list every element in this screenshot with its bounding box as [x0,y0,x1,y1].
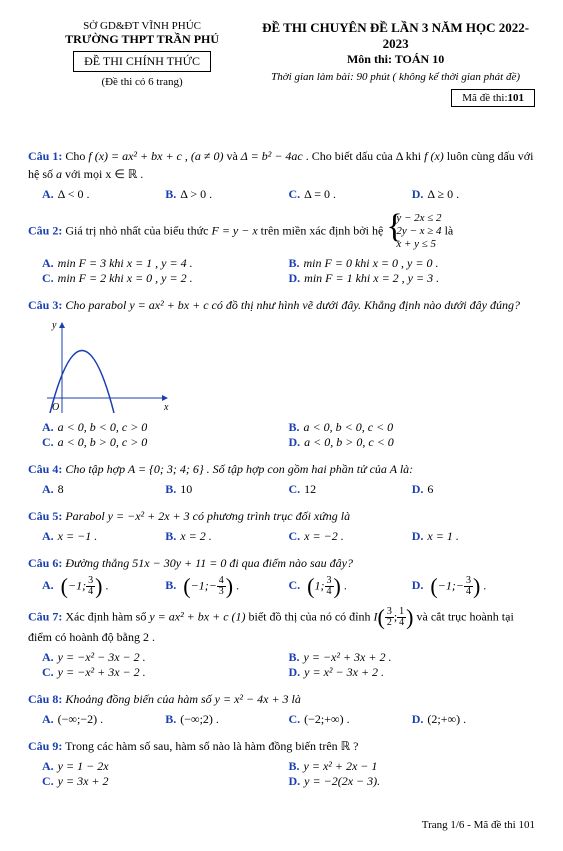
page-count: (Đề thi có 6 trang) [28,76,256,88]
q4-opt-a: A.8 [42,482,165,497]
exam-code-label: Mã đề thi: [462,92,507,104]
q5-opt-a: A.x = −1 . [42,529,165,544]
svg-text:x: x [163,402,169,413]
exam-code: 101 [508,92,525,104]
q3-options: A.a < 0, b < 0, c > 0 B.a < 0, b < 0, c … [42,420,535,450]
q1-number: Câu 1: [28,149,62,163]
q2-opt-c: C.min F = 2 khi x = 0 , y = 2 . [42,271,289,286]
q5-opt-b: B.x = 2 . [165,529,288,544]
q1-options: A.Δ < 0 . B.Δ > 0 . C.Δ = 0 . D.Δ ≥ 0 . [42,187,535,202]
q6-opt-b: B. (−1;−43) . [165,576,288,597]
exam-code-box: Mã đề thi:101 [451,89,535,107]
header-left: SỞ GD&ĐT VĨNH PHÚC TRƯỜNG THPT TRẦN PHÚ … [28,20,256,107]
q2-system: y − 2x ≤ 2 2y − x ≥ 4 x + y ≤ 5 [386,212,441,252]
q3-opt-a: A.a < 0, b < 0, c > 0 [42,420,289,435]
q9-opt-c: C.y = 3x + 2 [42,774,289,789]
q9-options: A.y = 1 − 2x B.y = x² + 2x − 1 C.y = 3x … [42,759,535,789]
q5-opt-c: C.x = −2 . [289,529,412,544]
q6-number: Câu 6: [28,556,62,570]
q5-options: A.x = −1 . B.x = 2 . C.x = −2 . D.x = 1 … [42,529,535,544]
header-right: ĐỀ THI CHUYÊN ĐỀ LẦN 3 NĂM HỌC 2022-2023… [256,20,535,107]
q1-text: Cho f (x) = ax² + bx + c , (a ≠ 0) và Δ … [28,149,533,181]
q7-opt-d: D.y = x² − 3x + 2 . [289,665,536,680]
question-3: Câu 3: Cho parabol y = ax² + bx + c có đ… [28,296,535,314]
question-1: Câu 1: Cho f (x) = ax² + bx + c , (a ≠ 0… [28,147,535,183]
questions: Câu 1: Cho f (x) = ax² + bx + c , (a ≠ 0… [28,147,535,789]
parabola-graph: x y O [42,318,172,418]
q1-opt-b: B.Δ > 0 . [165,187,288,202]
question-2: Câu 2: Giá trị nhỏ nhất của biểu thức F … [28,212,535,252]
official-exam-box: ĐỀ THI CHÍNH THỨC [73,51,211,72]
q2-opt-d: D.min F = 1 khi x = 2 , y = 3 . [289,271,536,286]
question-8: Câu 8: Khoảng đồng biến của hàm số y = x… [28,690,535,708]
department: SỞ GD&ĐT VĨNH PHÚC [28,20,256,32]
q6-opt-a: A. (−1;34) . [42,576,165,597]
q1-opt-d: D.Δ ≥ 0 . [412,187,535,202]
q8-opt-c: C.(−2;+∞) . [289,712,412,727]
q2-number: Câu 2: [28,224,62,238]
q6-opt-c: C. (1;34) . [289,576,412,597]
q3-opt-b: B.a < 0, b < 0, c < 0 [289,420,536,435]
question-9: Câu 9: Trong các hàm số sau, hàm số nào … [28,737,535,755]
q5-number: Câu 5: [28,509,62,523]
q2-opt-b: B.min F = 0 khi x = 0 , y = 0 . [289,256,536,271]
question-5: Câu 5: Parabol y = −x² + 2x + 3 có phươn… [28,507,535,525]
q9-number: Câu 9: [28,739,62,753]
q7-opt-b: B.y = −x² + 3x + 2 . [289,650,536,665]
q3-number: Câu 3: [28,298,62,312]
q4-opt-d: D.6 [412,482,535,497]
q3-opt-d: D.a < 0, b > 0, c < 0 [289,435,536,450]
q1-opt-a: A.Δ < 0 . [42,187,165,202]
q9-opt-b: B.y = x² + 2x − 1 [289,759,536,774]
q8-options: A.(−∞;−2) . B.(−∞;2) . C.(−2;+∞) . D.(2;… [42,712,535,727]
q9-opt-d: D.y = −2(2x − 3). [289,774,536,789]
q1-opt-c: C.Δ = 0 . [289,187,412,202]
school-name: TRƯỜNG THPT TRẦN PHÚ [28,32,256,47]
q5-opt-d: D.x = 1 . [412,529,535,544]
q8-opt-b: B.(−∞;2) . [165,712,288,727]
q8-opt-d: D.(2;+∞) . [412,712,535,727]
q2-opt-a: A.min F = 3 khi x = 1 , y = 4 . [42,256,289,271]
question-4: Câu 4: Cho tập hợp A = {0; 3; 4; 6} . Số… [28,460,535,478]
q6-opt-d: D. (−1;−34) . [412,576,535,597]
svg-text:y: y [51,320,57,331]
exam-header: SỞ GD&ĐT VĨNH PHÚC TRƯỜNG THPT TRẦN PHÚ … [28,20,535,107]
q7-opt-c: C.y = −x² + 3x − 2 . [42,665,289,680]
q4-opt-c: C.12 [289,482,412,497]
q7-opt-a: A.y = −x² − 3x − 2 . [42,650,289,665]
exam-time: Thời gian làm bài: 90 phút ( không kể th… [256,71,535,83]
question-6: Câu 6: Đường thẳng 51x − 30y + 11 = 0 đi… [28,554,535,572]
q8-opt-a: A.(−∞;−2) . [42,712,165,727]
question-7: Câu 7: Xác định hàm số y = ax² + bx + c … [28,607,535,646]
q4-opt-b: B.10 [165,482,288,497]
q8-number: Câu 8: [28,692,62,706]
q3-opt-c: C.a < 0, b > 0, c > 0 [42,435,289,450]
exam-subject: Môn thi: TOÁN 10 [256,52,535,67]
q7-options: A.y = −x² − 3x − 2 . B.y = −x² + 3x + 2 … [42,650,535,680]
q7-number: Câu 7: [28,609,62,623]
q4-options: A.8 B.10 C.12 D.6 [42,482,535,497]
q4-number: Câu 4: [28,462,62,476]
exam-title: ĐỀ THI CHUYÊN ĐỀ LẦN 3 NĂM HỌC 2022-2023 [256,20,535,52]
q9-opt-a: A.y = 1 − 2x [42,759,289,774]
q6-options: A. (−1;34) . B. (−1;−43) . C. (1;34) . D… [42,576,535,597]
q2-options: A.min F = 3 khi x = 1 , y = 4 . B.min F … [42,256,535,286]
page-footer: Trang 1/6 - Mã đề thi 101 [28,819,535,831]
